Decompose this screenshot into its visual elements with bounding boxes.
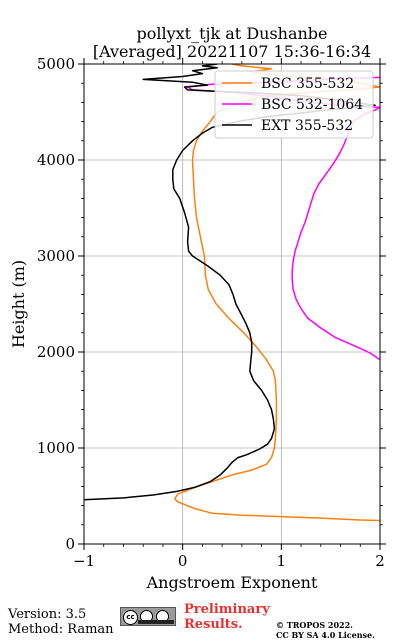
- y-tick-label: 2000: [37, 343, 75, 361]
- preliminary-word: Preliminary: [184, 602, 270, 617]
- x-tick-label: 2: [375, 552, 385, 570]
- preliminary-results: Preliminary Results.: [184, 602, 270, 632]
- y-axis-label: Height (m): [9, 260, 28, 348]
- y-tick-label: 0: [65, 535, 75, 553]
- legend-label-bsc-355-532: BSC 355-532: [261, 76, 354, 92]
- x-tick-label: 1: [277, 552, 287, 570]
- chart-title-line1: pollyxt_tjk at Dushanbe: [136, 24, 327, 43]
- x-tick-label: 0: [178, 552, 188, 570]
- method-text: Method: Raman: [8, 622, 114, 637]
- x-tick-label: −1: [73, 552, 95, 570]
- results-word: Results.: [184, 617, 243, 632]
- x-axis-label: Angstroem Exponent: [146, 573, 318, 592]
- legend-label-bsc-532-1064: BSC 532-1064: [261, 97, 363, 113]
- version-text: Version: 3.5: [8, 607, 87, 622]
- cc-icon: cc: [123, 610, 138, 625]
- y-tick-label: 1000: [37, 439, 75, 457]
- series-line-ext-355-532: [84, 64, 376, 501]
- cc-license-badge: cc: [120, 607, 176, 626]
- badge-strip: [138, 620, 174, 624]
- copyright-text: © TROPOS 2022.: [276, 620, 353, 630]
- y-tick-label: 4000: [37, 151, 75, 169]
- legend-box: [214, 70, 374, 139]
- license-text: CC BY SA 4.0 License.: [276, 630, 375, 640]
- chart-title-line2: [Averaged] 20221107 15:36-16:34: [93, 42, 371, 61]
- y-tick-label: 5000: [37, 55, 75, 73]
- legend-label-ext-355-532: EXT 355-532: [261, 118, 353, 134]
- legend: BSC 355-532 BSC 532-1064 EXT 355-532: [214, 70, 374, 139]
- chart: pollyxt_tjk at Dushanbe [Averaged] 20221…: [9, 24, 386, 592]
- plot-frame: [83, 63, 381, 545]
- y-tick-label: 3000: [37, 247, 75, 265]
